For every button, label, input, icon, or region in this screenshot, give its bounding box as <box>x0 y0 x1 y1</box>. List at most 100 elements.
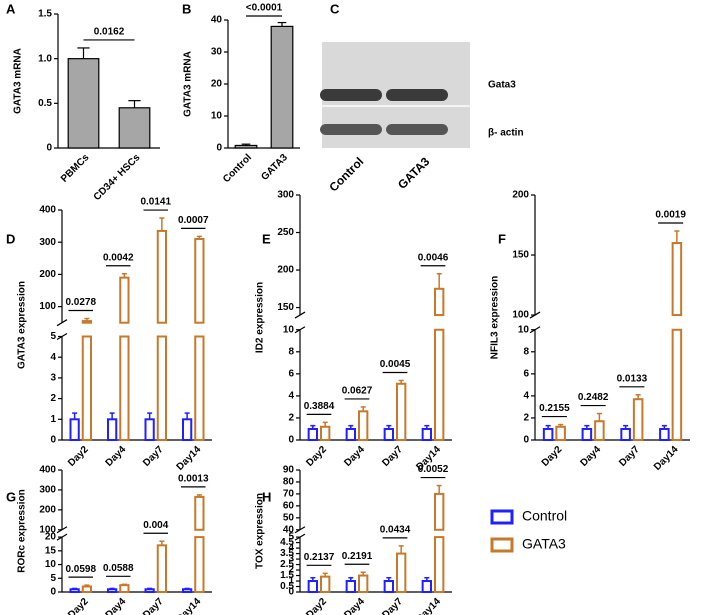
panel-label: E <box>262 231 271 246</box>
panel-label: H <box>262 489 271 504</box>
x-tick-label: CD34+ HSCs <box>92 152 143 203</box>
panel-label: F <box>498 231 506 246</box>
bar <box>107 418 118 441</box>
y-tick-label: 200 <box>277 265 294 276</box>
axis-break <box>56 533 68 541</box>
axis-break <box>294 526 306 534</box>
y-tick-label: 70 <box>283 489 295 500</box>
p-value: 0.2482 <box>578 392 609 403</box>
lane-label: GATA3 <box>395 154 433 192</box>
p-value: 0.0042 <box>103 252 134 263</box>
x-tick-label: Day14 <box>175 444 204 473</box>
y-tick-label: 4.5 <box>280 537 294 548</box>
y-tick-label: 0.5 <box>38 98 52 109</box>
x-tick-label: Day4 <box>578 444 603 469</box>
bar-lower <box>434 328 445 441</box>
p-value: 0.3884 <box>304 401 335 412</box>
y-tick-label: 200 <box>512 190 529 201</box>
bar-upper <box>194 495 205 531</box>
y-tick-label: 5 <box>50 573 56 584</box>
axis-break <box>56 319 68 327</box>
x-tick-label: Day14 <box>652 444 681 473</box>
y-tick-label: 1.5 <box>38 9 52 20</box>
y-tick-label: 400 <box>39 205 56 216</box>
y-tick-label: 20 <box>211 79 223 90</box>
y-tick-label: 8 <box>288 346 294 357</box>
y-tick-label: 50 <box>283 512 295 523</box>
lane-label: Control <box>326 154 366 194</box>
bar <box>345 427 357 442</box>
y-tick-label: 4 <box>523 391 529 402</box>
bar <box>632 398 644 441</box>
p-value: 0.0133 <box>617 373 648 384</box>
bar-lower <box>81 335 92 441</box>
y-tick-label: 0 <box>50 435 56 446</box>
axis-break <box>56 332 68 341</box>
bar <box>182 418 193 441</box>
y-tick-label: 1.5 <box>280 570 294 581</box>
bar <box>81 585 92 594</box>
y-tick-label: 10 <box>211 111 223 122</box>
bar <box>69 588 80 594</box>
bar <box>156 544 167 594</box>
y-tick-label: 4 <box>288 391 294 402</box>
y-tick-label: 2 <box>288 413 294 424</box>
y-tick-label: 90 <box>283 465 295 476</box>
bar <box>234 144 258 149</box>
bar-lower <box>119 335 130 441</box>
y-tick-label: 2 <box>523 413 529 424</box>
y-tick-label: 150 <box>277 302 294 313</box>
band <box>386 89 448 101</box>
x-tick-label: PBMCs <box>59 152 92 185</box>
bar <box>594 420 605 442</box>
panel-label: G <box>6 489 16 504</box>
bar <box>118 107 151 149</box>
y-tick-label: 3 <box>288 554 294 565</box>
y-axis-title: GATA3 expression <box>17 281 28 369</box>
bar <box>383 580 395 594</box>
bar-upper <box>194 237 205 324</box>
bar <box>358 410 369 441</box>
y-tick-label: 40 <box>211 15 223 26</box>
bar <box>345 580 357 594</box>
y-tick-label: 10 <box>45 559 57 570</box>
p-value: 0.0598 <box>65 564 96 575</box>
y-tick-label: 6 <box>288 368 294 379</box>
bar <box>383 427 395 442</box>
y-tick-label: 100 <box>512 310 529 321</box>
x-tick-label: Day2 <box>540 444 565 469</box>
y-tick-label: 1.0 <box>38 53 52 64</box>
bar-upper <box>434 492 445 531</box>
bar <box>358 574 369 594</box>
y-tick-label: 20 <box>45 532 57 543</box>
bar <box>396 552 407 594</box>
bar <box>581 427 593 442</box>
y-tick-label: 0 <box>523 435 529 446</box>
x-tick-label: Day2 <box>304 596 329 615</box>
y-axis-title: GATA3 mRNA <box>13 48 24 114</box>
legend-swatch <box>490 537 514 553</box>
p-value: 0.2137 <box>304 552 335 563</box>
x-tick-label: Day4 <box>342 444 367 469</box>
x-tick-label: GATA3 <box>259 152 290 183</box>
panel-label: A <box>6 1 16 16</box>
bar <box>307 427 319 442</box>
legend-label: Control <box>522 508 567 524</box>
bar <box>320 575 331 593</box>
p-value: 0.0588 <box>103 563 134 574</box>
x-tick-label: Day2 <box>66 596 91 615</box>
p-value: <0.0001 <box>246 3 283 14</box>
legend-swatch <box>490 509 514 525</box>
y-tick-label: 40 <box>283 524 295 535</box>
y-tick-label: 6 <box>523 368 529 379</box>
x-tick-label: Day14 <box>414 596 443 615</box>
y-tick-label: 5 <box>288 532 294 543</box>
bar-upper <box>119 276 130 324</box>
y-tick-label: 300 <box>39 237 56 248</box>
bar <box>555 425 566 441</box>
y-tick-label: 1 <box>50 414 56 425</box>
bar <box>144 418 155 441</box>
y-axis-title: TOX expression <box>255 493 266 569</box>
bar <box>307 580 319 594</box>
bar <box>542 427 554 442</box>
